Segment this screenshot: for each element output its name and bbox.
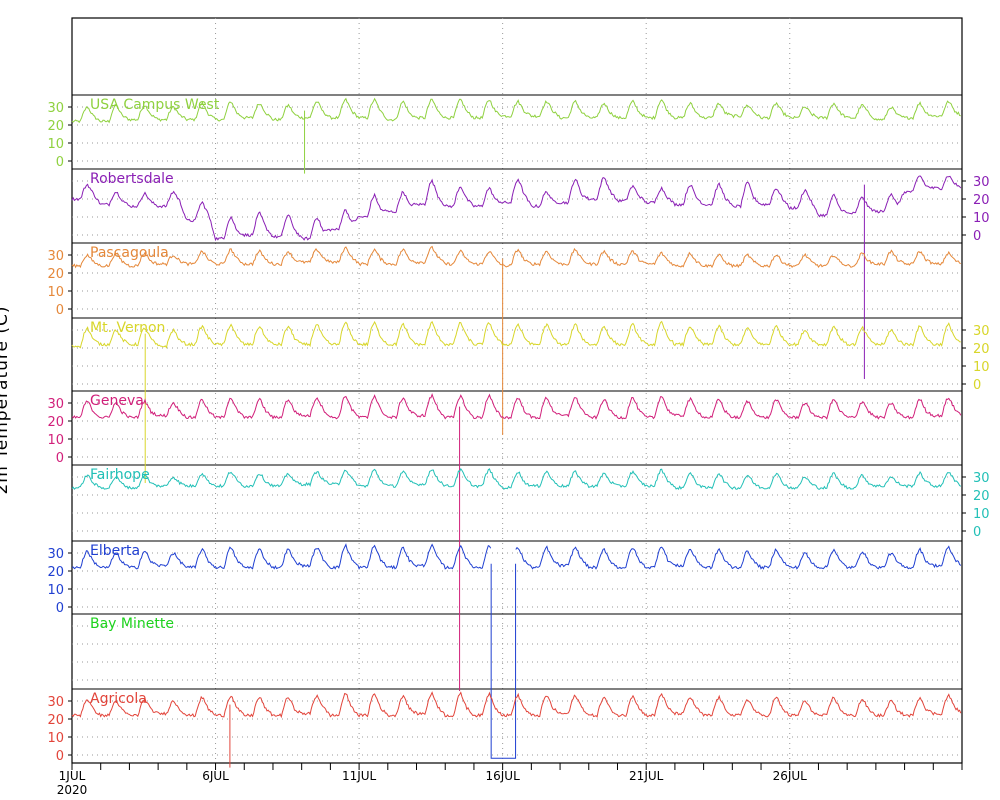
series-label: Pascagoula: [90, 245, 169, 261]
y-tick-label: 0: [56, 155, 64, 170]
y-tick-label: 30: [973, 471, 990, 486]
y-tick-label: 20: [47, 713, 64, 728]
y-tick-label: 0: [56, 749, 64, 764]
series-label: Agricola: [90, 691, 147, 707]
x-tick-label: 26JUL: [773, 769, 808, 783]
series-elberta: Elberta 0 10 20 30: [47, 543, 962, 759]
y-tick-label: 20: [47, 565, 64, 580]
y-tick-label: 10: [973, 360, 990, 375]
x-year-label: 2020: [57, 783, 88, 797]
y-tick-label: 0: [973, 525, 981, 540]
y-tick-label: 0: [56, 601, 64, 616]
y-tick-label: 20: [973, 489, 990, 504]
series-robertsdale: Robertsdale 0 10 20 30: [71, 171, 990, 379]
y-tick-label: 20: [973, 193, 990, 208]
series-label: Geneva: [90, 393, 144, 409]
series-line: [71, 467, 962, 490]
series-mt-vernon: Mt. Vernon 0 10 20 30: [71, 320, 990, 483]
y-tick-label: 30: [47, 695, 64, 710]
series-geneva: Geneva 0 10 20 30: [47, 392, 962, 691]
y-tick-label: 10: [973, 211, 990, 226]
y-tick-label: 30: [973, 324, 990, 339]
y-tick-label: 10: [973, 507, 990, 522]
y-tick-label: 0: [973, 229, 981, 244]
series-line: [71, 97, 961, 124]
series-agricola: Agricola 0 10 20 30: [47, 691, 962, 768]
series-label: USA Campus West: [90, 97, 220, 113]
y-tick-label: 20: [973, 342, 990, 357]
series-label: Bay Minette: [90, 616, 174, 632]
y-tick-label: 20: [47, 267, 64, 282]
series-label: Robertsdale: [90, 171, 174, 187]
x-tick-label: 11JUL: [342, 769, 377, 783]
y-tick-label: 30: [973, 175, 990, 190]
series-label: Fairhope: [90, 467, 150, 483]
series-line: [71, 392, 962, 420]
series-label: Mt. Vernon: [90, 320, 165, 336]
x-tick-label: 1JUL: [59, 769, 86, 783]
series-line: [71, 245, 961, 269]
y-tick-label: 0: [56, 451, 64, 466]
x-tick-label: 16JUL: [486, 769, 521, 783]
y-tick-label: 10: [47, 285, 64, 300]
y-axis-label: 2m Temperature (C): [0, 305, 12, 495]
y-tick-label: 20: [47, 119, 64, 134]
y-tick-label: 30: [47, 397, 64, 412]
x-tick-label: 6JUL: [202, 769, 229, 783]
series-label: Elberta: [90, 543, 140, 559]
y-tick-label: 20: [47, 415, 64, 430]
series-fairhope: Fairhope 0 10 20 30: [71, 467, 990, 540]
y-tick-label: 30: [47, 547, 64, 562]
y-tick-label: 10: [47, 731, 64, 746]
y-tick-label: 0: [973, 378, 981, 393]
y-tick-label: 0: [56, 303, 64, 318]
y-tick-label: 30: [47, 249, 64, 264]
series-pascagoula: Pascagoula 0 10 20 30: [47, 245, 961, 435]
data-gap-drop: [490, 563, 517, 759]
y-tick-label: 10: [47, 137, 64, 152]
y-tick-label: 10: [47, 433, 64, 448]
series-usa-campus-west: USA Campus West 0 10 20 30: [47, 97, 961, 174]
series-line: [71, 691, 962, 719]
series-line: [71, 320, 961, 349]
series-line: [71, 543, 962, 570]
y-tick-label: 10: [47, 583, 64, 598]
y-tick-label: 30: [47, 101, 64, 116]
x-tick-label: 21JUL: [629, 769, 664, 783]
series-bay-minette: Bay Minette: [90, 616, 174, 632]
series-line: [71, 175, 962, 242]
